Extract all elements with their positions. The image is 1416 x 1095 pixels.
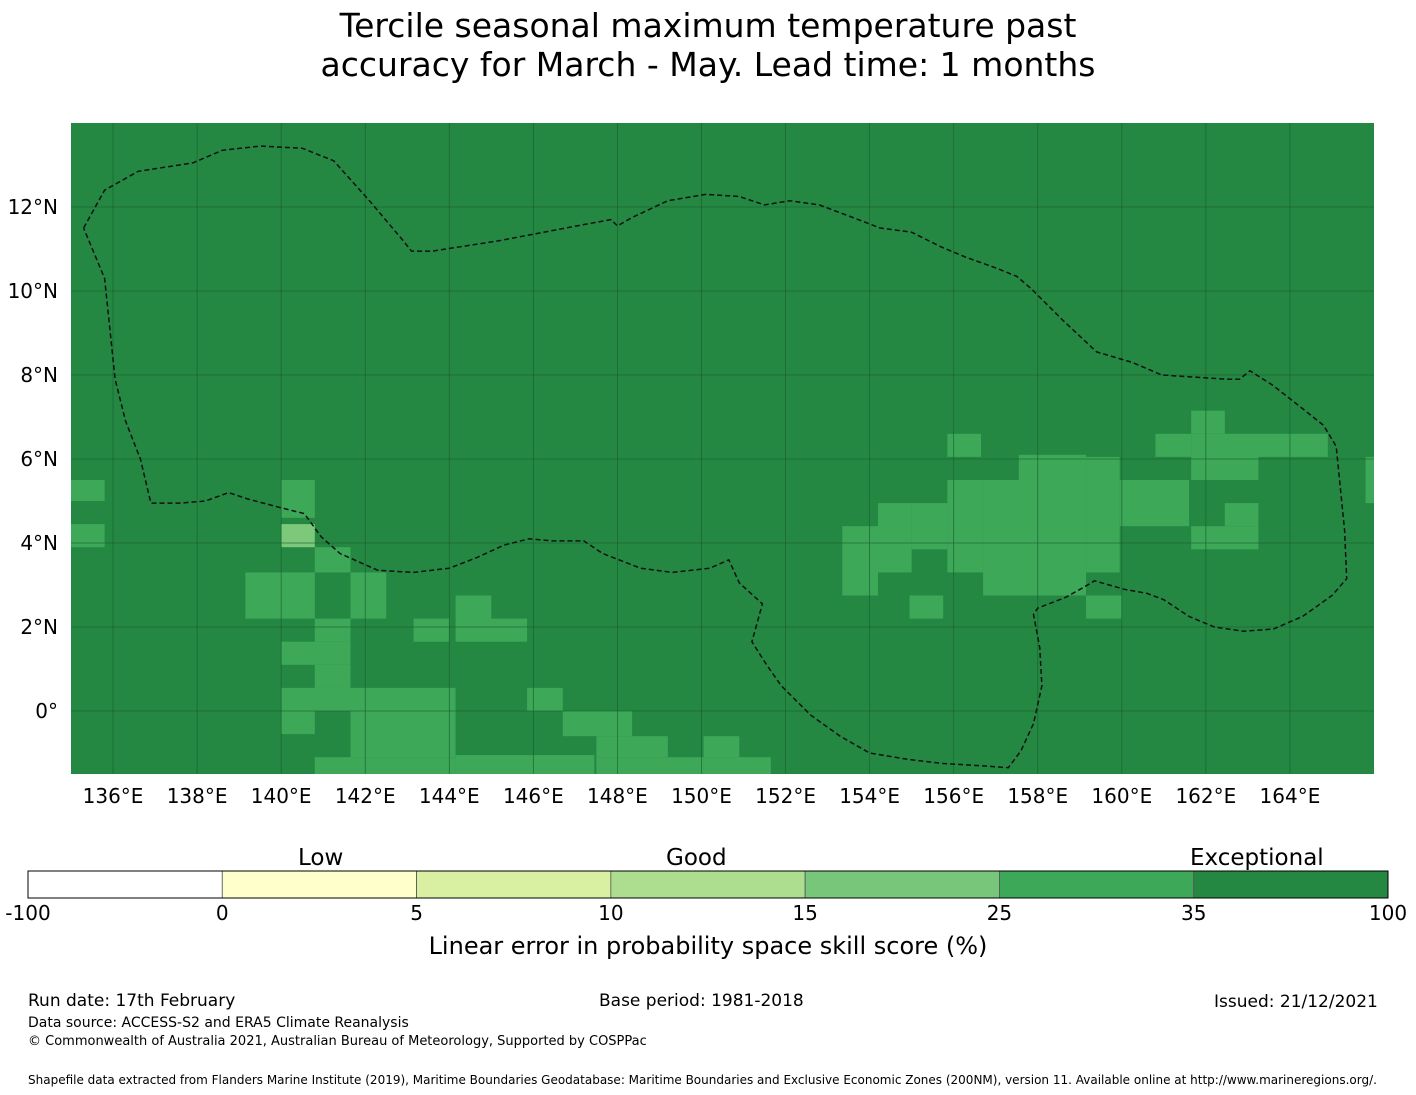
skill-cell <box>455 618 528 642</box>
skill-cell <box>455 755 595 774</box>
lon-tick-label: 156°E <box>923 784 985 808</box>
skill-cell <box>562 711 633 737</box>
chart-title: Tercile seasonal maximum temperature pas… <box>0 6 1416 84</box>
map-plot-area <box>71 123 1374 774</box>
lat-tick-label: 0° <box>35 699 58 723</box>
lon-tick-label: 146°E <box>502 784 564 808</box>
lon-tick-label: 148°E <box>587 784 648 808</box>
colorbar-segment <box>610 870 806 899</box>
lat-tick-label: 2°N <box>20 615 58 639</box>
skill-cell <box>455 595 492 619</box>
skill-cell <box>281 687 456 711</box>
colorbar-tick-label: 100 <box>1368 901 1408 925</box>
lon-tick-label: 162°E <box>1175 784 1237 808</box>
colorbar-tick-label: 0 <box>215 901 229 925</box>
skill-cell <box>596 757 704 774</box>
title-line-2: accuracy for March - May. Lead time: 1 m… <box>320 45 1096 84</box>
lat-tick-label: 10°N <box>7 279 58 303</box>
lon-tick-label: 136°E <box>82 784 144 808</box>
skill-cell <box>281 524 315 548</box>
category-label-good: Good <box>666 845 727 871</box>
lon-tick-label: 142°E <box>334 784 396 808</box>
skill-cell <box>1258 433 1328 457</box>
lon-tick-label: 152°E <box>755 784 816 808</box>
lat-tick-label: 6°N <box>20 447 58 471</box>
colorbar-tick-label: 5 <box>410 901 423 925</box>
lon-tick-label: 138°E <box>166 784 228 808</box>
colorbar-tick-label: -100 <box>5 901 51 925</box>
skill-cell <box>350 572 387 619</box>
skill-cell <box>596 736 668 758</box>
skill-cell <box>1191 410 1225 434</box>
skill-cell <box>314 547 351 573</box>
skill-cell <box>281 641 351 665</box>
skill-cell <box>983 480 1087 596</box>
shapefile-credit: Shapefile data extracted from Flanders M… <box>28 1073 1377 1087</box>
skill-cell <box>947 433 981 457</box>
skill-cell <box>1086 456 1120 573</box>
data-source: Data source: ACCESS-S2 and ERA5 Climate … <box>28 1015 409 1031</box>
colorbar-segment <box>804 870 1000 899</box>
skill-cell <box>527 687 563 711</box>
skill-cell <box>314 664 351 688</box>
skill-cell <box>1119 480 1190 527</box>
skill-cell <box>1155 433 1192 457</box>
colorbar-tick-label: 35 <box>1180 901 1207 925</box>
skill-cell <box>71 480 105 501</box>
title-line-1: Tercile seasonal maximum temperature pas… <box>339 6 1077 45</box>
lon-tick-label: 140°E <box>250 784 312 808</box>
skill-cell <box>413 618 450 642</box>
skill-cell <box>878 503 912 573</box>
skill-cell <box>281 480 315 518</box>
skill-cell <box>350 711 456 758</box>
colorbar-axis-label: Linear error in probability space skill … <box>428 932 988 960</box>
skill-cell <box>703 757 771 774</box>
skill-cell <box>911 503 948 550</box>
lat-tick-label: 12°N <box>7 195 58 219</box>
lon-tick-label: 160°E <box>1091 784 1153 808</box>
skill-cell <box>947 480 984 573</box>
colorbar-tick-label: 15 <box>792 901 818 925</box>
colorbar-outline <box>27 870 1389 899</box>
colorbar <box>27 870 1389 899</box>
skill-cell <box>1018 454 1087 480</box>
skill-cell <box>1086 595 1122 619</box>
lon-tick-label: 164°E <box>1259 784 1321 808</box>
lat-tick-label: 8°N <box>20 363 58 387</box>
colorbar-tick-label: 25 <box>986 901 1013 925</box>
run-date: Run date: 17th February <box>28 991 236 1011</box>
lon-tick-label: 154°E <box>839 784 901 808</box>
skill-cell <box>1365 456 1374 504</box>
lon-tick-label: 144°E <box>418 784 480 808</box>
skill-cell <box>703 736 740 758</box>
category-label-low: Low <box>298 845 344 871</box>
skill-cell <box>314 757 456 774</box>
base-period: Base period: 1981-2018 <box>599 991 804 1011</box>
copyright: © Commonwealth of Australia 2021, Austra… <box>28 1034 647 1049</box>
colorbar-tick-label: 10 <box>598 901 624 925</box>
colorbar-segment <box>27 870 223 899</box>
issued-date: Issued: 21/12/2021 <box>1214 992 1378 1012</box>
skill-cell <box>281 711 315 735</box>
skill-cell <box>1224 503 1259 527</box>
skill-cell <box>842 526 879 596</box>
colorbar-segment <box>416 870 612 899</box>
skill-cell <box>1191 433 1259 480</box>
lon-tick-label: 158°E <box>1007 784 1069 808</box>
category-label-exceptional: Exceptional <box>1190 845 1324 871</box>
skill-cell <box>1191 526 1259 550</box>
colorbar-segment <box>221 870 417 899</box>
lon-tick-label: 150°E <box>671 784 732 808</box>
eez-boundary <box>82 145 1348 769</box>
lat-tick-label: 4°N <box>20 531 58 555</box>
skill-cell <box>245 572 315 619</box>
skill-cell <box>909 595 944 619</box>
colorbar-segment <box>999 870 1195 899</box>
skill-cell <box>71 524 105 548</box>
skill-cell <box>314 618 351 642</box>
colorbar-segment <box>1193 870 1389 899</box>
